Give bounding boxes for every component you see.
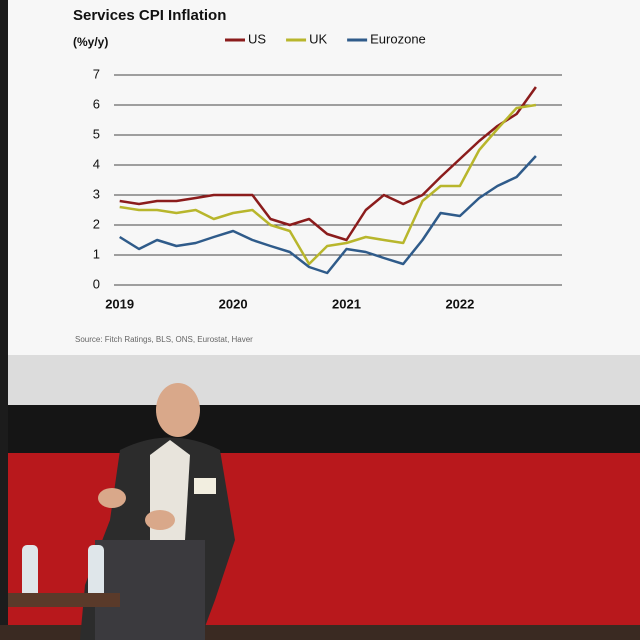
y-tick-label: 7 bbox=[93, 66, 100, 81]
screen-edge bbox=[8, 355, 640, 405]
y-tick-label: 4 bbox=[93, 156, 100, 171]
y-tick-label: 5 bbox=[93, 126, 100, 141]
x-tick-label: 2022 bbox=[445, 296, 474, 311]
y-tick-label: 0 bbox=[93, 276, 100, 291]
water-bottle bbox=[88, 545, 104, 607]
table bbox=[8, 593, 120, 607]
stage-top bbox=[8, 405, 640, 453]
legend: US UK Eurozone bbox=[225, 31, 426, 46]
y-axis-label: (%y/y) bbox=[73, 35, 108, 49]
series-line bbox=[119, 86, 537, 242]
y-tick-label: 1 bbox=[93, 246, 100, 261]
source-note: Source: Fitch Ratings, BLS, ONS, Eurosta… bbox=[75, 335, 253, 344]
speaker bbox=[80, 383, 235, 640]
series-line bbox=[119, 155, 537, 275]
x-tick-label: 2021 bbox=[332, 296, 361, 311]
y-tick-label: 3 bbox=[93, 186, 100, 201]
legend-label: UK bbox=[309, 31, 327, 46]
x-tick-label: 2019 bbox=[105, 296, 134, 311]
chart-title: Services CPI Inflation bbox=[73, 7, 226, 24]
legend-label: Eurozone bbox=[370, 31, 426, 46]
x-tick-label: 2020 bbox=[219, 296, 248, 311]
y-tick-label: 6 bbox=[93, 96, 100, 111]
water-bottle bbox=[22, 545, 38, 607]
slide bbox=[8, 0, 640, 355]
y-tick-label: 2 bbox=[93, 216, 100, 231]
legend-label: US bbox=[248, 31, 266, 46]
series-line bbox=[119, 103, 537, 266]
